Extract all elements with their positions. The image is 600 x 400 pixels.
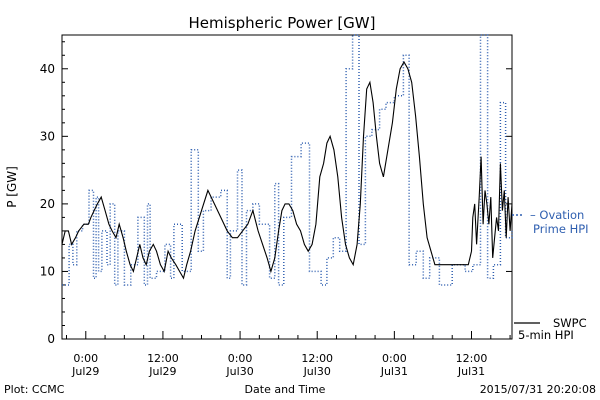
x-tick-date-label: Jul31: [457, 365, 485, 378]
y-axis: 0 10 20 30 40: [40, 41, 512, 346]
y-tick-label: 40: [40, 62, 55, 76]
x-axis: 0:00Jul2912:00Jul290:00Jul3012:00Jul300:…: [66, 331, 511, 378]
x-tick-date-label: Jul29: [71, 365, 99, 378]
chart-title: Hemispheric Power [GW]: [189, 14, 376, 32]
x-tick-date-label: Jul29: [148, 365, 176, 378]
legend-ovation-line2: Prime HPI: [533, 222, 589, 236]
x-tick-time-label: 0:00: [228, 352, 253, 365]
x-axis-label: Date and Time: [245, 383, 326, 396]
legend-swpc-line2: 5-min HPI: [518, 328, 574, 342]
x-tick-time-label: 12:00: [147, 352, 179, 365]
y-tick-label: 20: [40, 197, 55, 211]
footer-left: Plot: CCMC: [4, 383, 65, 396]
y-tick-label: 10: [40, 264, 55, 278]
x-tick-time-label: 0:00: [73, 352, 98, 365]
x-tick-time-label: 0:00: [382, 352, 407, 365]
legend-swpc-line1: SWPC: [553, 316, 587, 330]
legend-ovation-text-a: – Ovation: [530, 208, 584, 222]
y-tick-label: 30: [40, 129, 55, 143]
footer-right: 2015/07/31 20:20:08: [480, 383, 596, 396]
series-ovation-prime-line: [62, 34, 513, 286]
x-tick-date-label: Jul30: [225, 365, 253, 378]
x-tick-date-label: Jul30: [303, 365, 331, 378]
plot-frame: [61, 34, 513, 340]
y-tick-label: 0: [47, 332, 55, 346]
series-swpc-line: [61, 60, 513, 280]
x-tick-time-label: 12:00: [456, 352, 488, 365]
x-tick-date-label: Jul31: [380, 365, 408, 378]
y-axis-label: P [GW]: [5, 166, 19, 208]
x-tick-time-label: 12:00: [301, 352, 333, 365]
legend-ovation-line1: – Ovation: [530, 208, 584, 222]
